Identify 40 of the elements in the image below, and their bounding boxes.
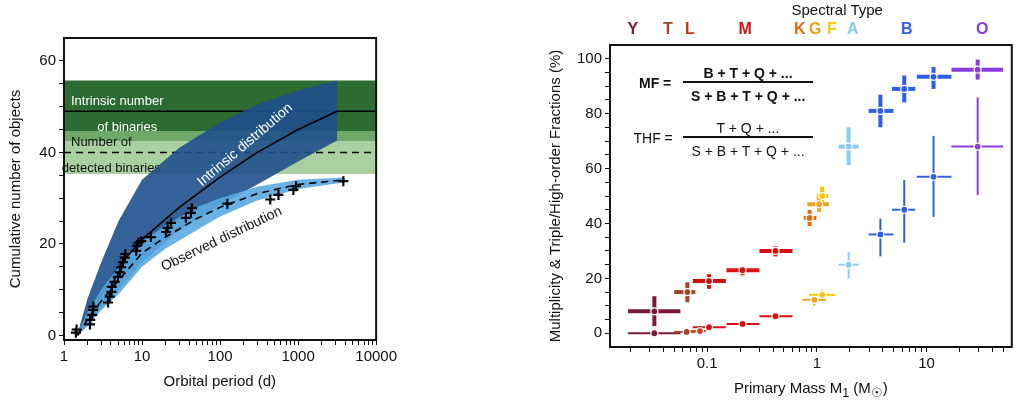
annotation: MF = [639,75,672,91]
y-tick-label: 0 [593,323,602,341]
y-tick-label: 60 [39,51,56,69]
y-tick-label: 40 [585,213,602,231]
x-axis-title: Primary Mass M$_{1}$ (M$_{☉}$) [733,379,888,400]
y-axis-title: Cumulative number of objects [5,89,23,289]
text: F [827,20,837,38]
text: A [847,20,859,38]
y-axis-title: Multiplicity & Triple/High-order Fractions (%) [545,49,563,343]
text: B [901,20,913,38]
ref-line-label: Intrinsic number of binaries [71,93,165,135]
y-tick-label: 60 [585,158,602,176]
x-tick-label: 1 [812,354,821,372]
x-axis-title: Orbital period (d) [163,372,277,389]
text: K [794,20,806,38]
y-tick-label: 80 [585,103,602,121]
x-tick-label: 100 [207,347,233,365]
annotation: B + T + Q + ... [683,65,813,83]
x-tick-label: 0.1 [696,354,718,372]
x-tick-label: 10000 [355,347,397,365]
x-tick-label: 1000 [281,347,315,365]
y-tick-label: 20 [39,234,56,252]
text: Y [627,20,639,38]
x-tick-label: 10 [918,354,935,372]
text: M [738,20,752,38]
y-tick-label: 40 [39,142,56,160]
y-tick-label: 0 [47,325,56,343]
text: G [809,20,822,38]
y-tick-label: 20 [585,268,602,286]
text: T [663,20,673,38]
annotation: THF = [633,130,673,146]
text: L [685,20,695,38]
text: Spectral Type [791,0,883,18]
x-tick-label: 10 [133,347,151,365]
x-tick-label: 1 [59,347,69,365]
annotation: S + B + T + Q + ... [691,143,805,159]
annotation: T + Q + ... [683,120,813,138]
text: O [976,20,989,38]
annotation: S + B + T + Q + ... [691,88,806,104]
y-tick-label: 100 [576,48,602,66]
